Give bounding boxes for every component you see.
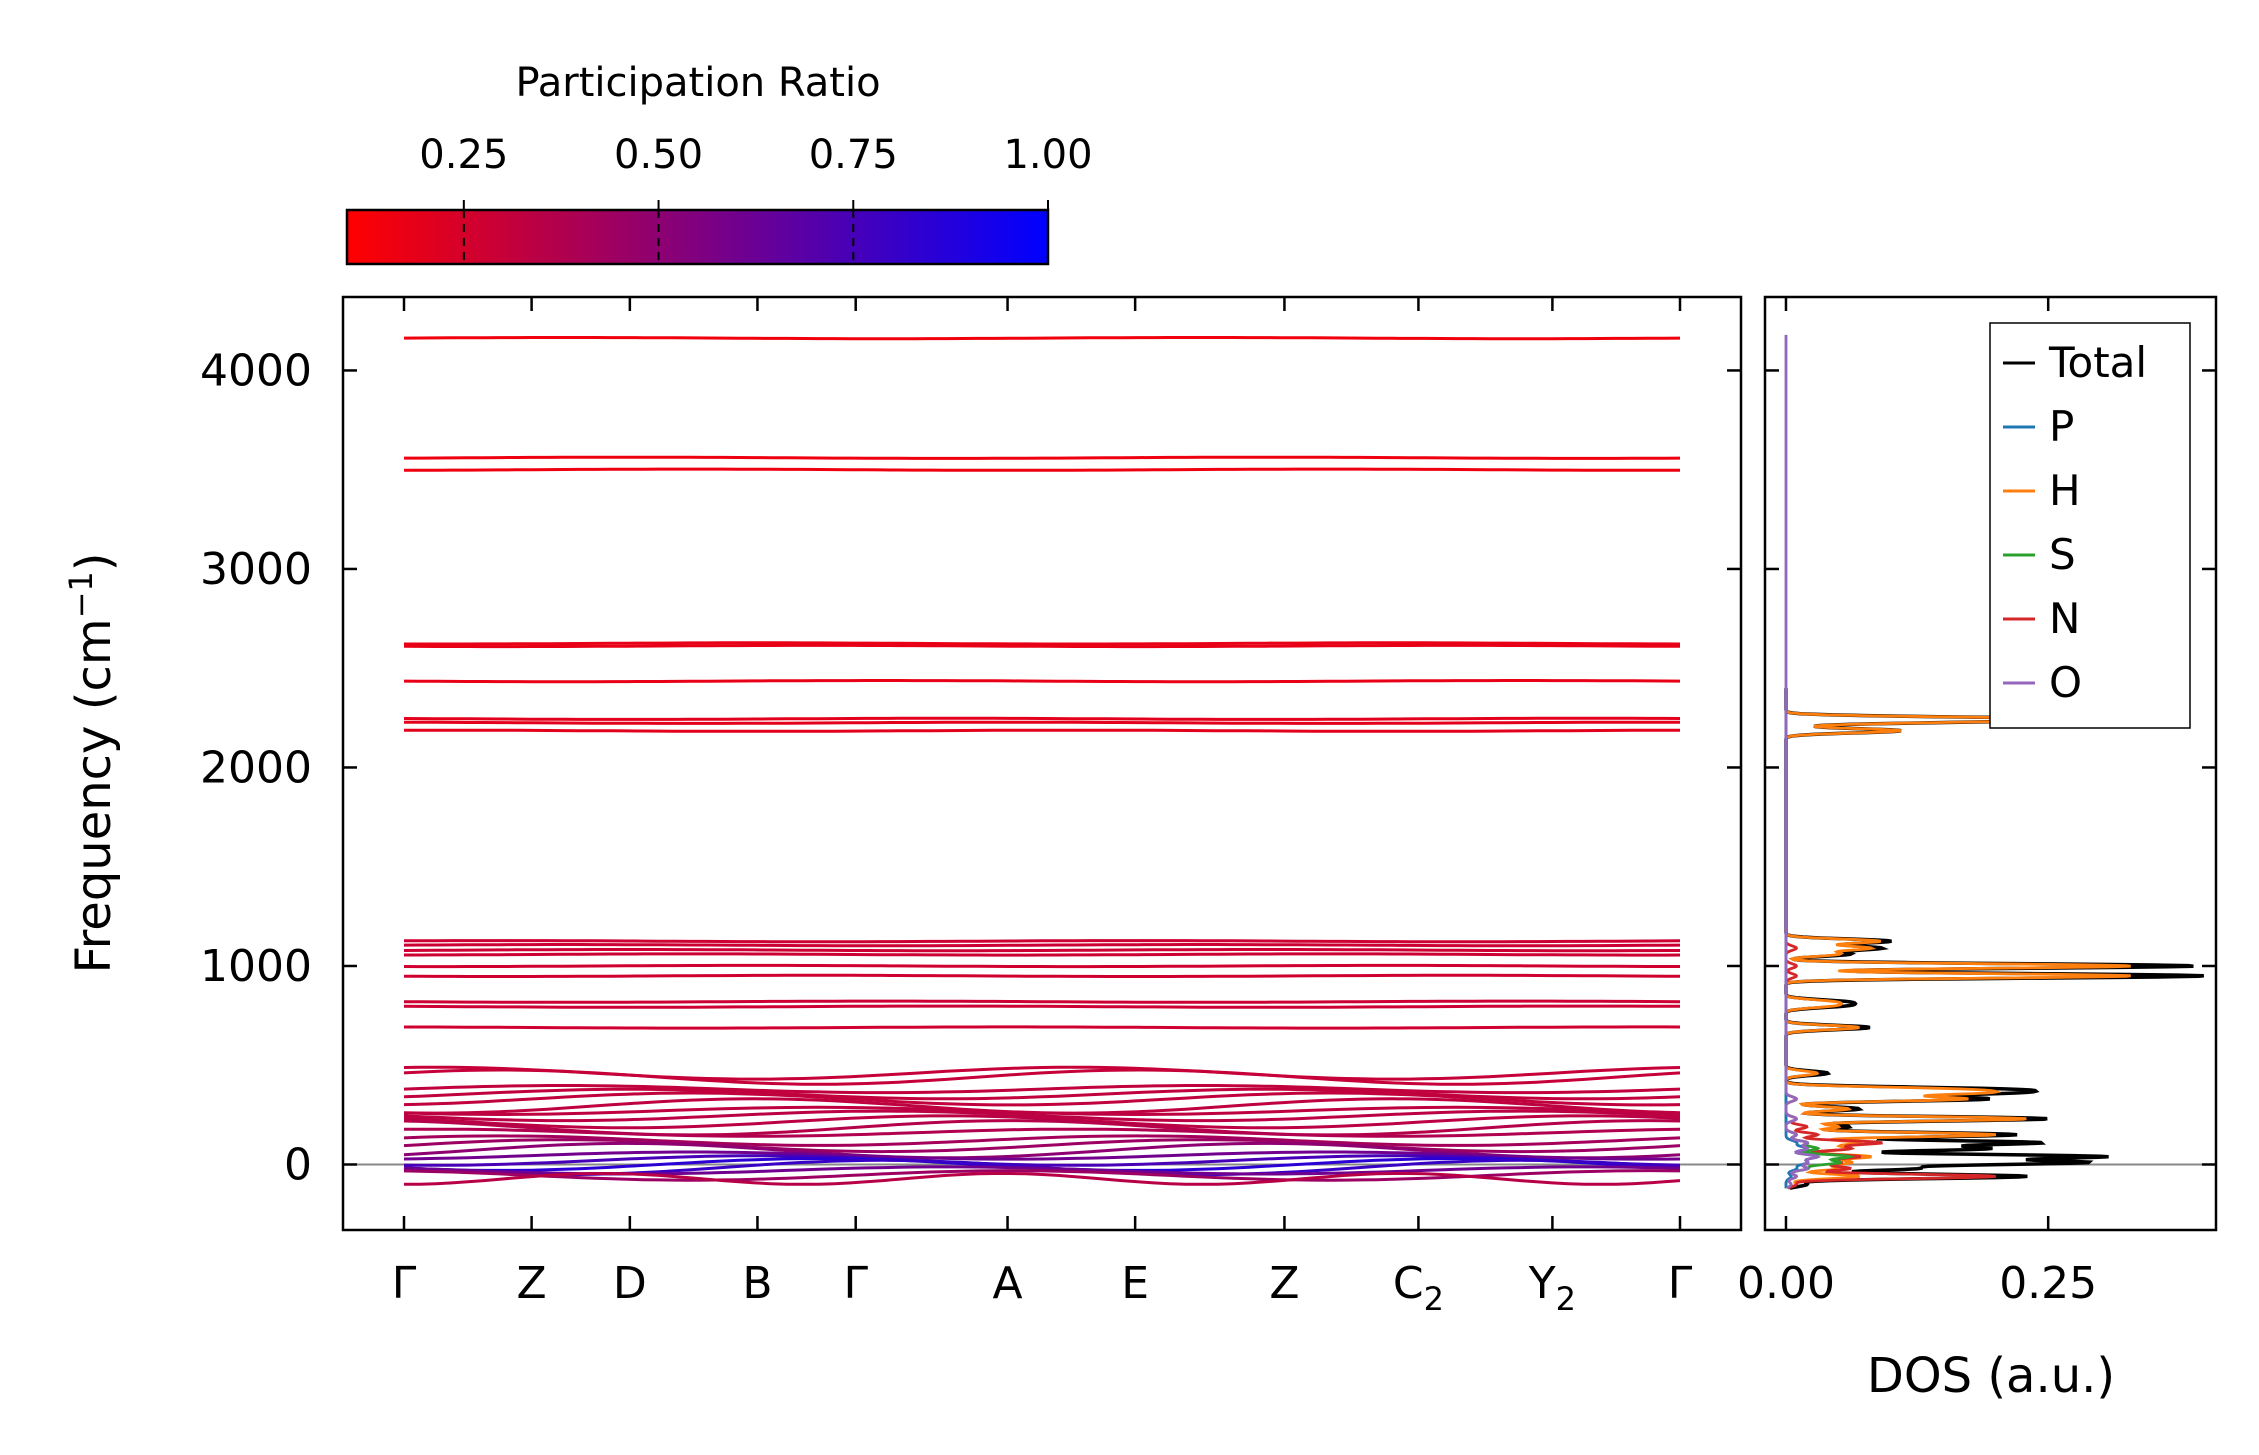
- colorbar: Participation Ratio 0.25 0.50 0.75 1.00: [345, 60, 1093, 266]
- k-point-label: A: [992, 1258, 1022, 1309]
- band-line: [403, 1087, 1681, 1101]
- band-line: [403, 1154, 1681, 1167]
- band-line: [403, 1127, 1681, 1138]
- k-point-label: Z: [1269, 1258, 1299, 1309]
- band-line: [403, 679, 1681, 684]
- colorbar-tick-label: 1.00: [1003, 132, 1092, 178]
- y-tick-label: 0: [284, 1139, 312, 1190]
- band-line: [403, 943, 1681, 948]
- legend-label: O: [2049, 658, 2082, 707]
- band-line: [403, 1084, 1681, 1095]
- y-tick-label: 3000: [200, 544, 312, 595]
- band-line: [403, 720, 1680, 725]
- band-line: [403, 1114, 1681, 1130]
- band-line: [403, 948, 1680, 953]
- k-point-label: Y2: [1528, 1258, 1576, 1318]
- band-line: [403, 963, 1680, 969]
- colorbar-tick-label: 0.25: [419, 132, 508, 178]
- band-line: [403, 1105, 1681, 1117]
- band-line: [403, 999, 1681, 1004]
- band-line: [403, 1138, 1681, 1154]
- band-line: [403, 336, 1681, 341]
- legend-frame: [1989, 322, 2191, 729]
- k-point-label: Γ: [1668, 1258, 1693, 1309]
- colorbar-tick-label: 0.50: [614, 132, 703, 178]
- band-line: [403, 1172, 1681, 1186]
- colorbar-title: Participation Ratio: [515, 60, 880, 106]
- band-axes-frame: [341, 295, 1743, 1232]
- band-line: [403, 1004, 1680, 1009]
- y-axis-label: Frequency (cm−1): [62, 552, 122, 973]
- y-tick-label: 2000: [200, 742, 312, 793]
- y-tick-label: 4000: [200, 345, 312, 396]
- x-axis-label-dos: DOS (a.u.): [1867, 1348, 2115, 1404]
- k-point-label: D: [613, 1258, 647, 1309]
- legend-label: N: [2049, 594, 2080, 643]
- band-line: [404, 952, 1681, 957]
- band-line: [403, 716, 1681, 721]
- colorbar-gradient: [345, 208, 1050, 266]
- legend-label: P: [2049, 402, 2074, 451]
- legend-label: H: [2049, 466, 2081, 515]
- band-line: [403, 1109, 1681, 1123]
- dos-x-tick-label: 0.00: [1737, 1258, 1835, 1309]
- band-line: [404, 973, 1681, 978]
- dos-curve-o: [1784, 334, 1821, 1190]
- band-line: [404, 728, 1680, 733]
- dos-axes-frame: [1763, 295, 2218, 1232]
- band-line: [403, 1134, 1681, 1147]
- band-line: [404, 455, 1681, 460]
- k-point-label: Z: [517, 1258, 547, 1309]
- band-line: [403, 939, 1681, 944]
- k-point-label: B: [742, 1258, 772, 1309]
- legend-label: S: [2049, 530, 2076, 579]
- band-line: [403, 643, 1680, 649]
- band-line: [403, 1150, 1681, 1161]
- band-line: [403, 1091, 1681, 1107]
- band-line: [403, 1068, 1681, 1086]
- band-structure-panel: 0 1000 2000 3000 4000 Γ Z D B Γ A E Z C2 Y2 Γ Frequenc…: [62, 295, 1743, 1318]
- k-point-label: E: [1121, 1258, 1149, 1309]
- k-point-label: C2: [1393, 1258, 1444, 1318]
- legend-label: Total: [2048, 338, 2147, 387]
- band-line: [403, 467, 1680, 472]
- k-point-label: Γ: [843, 1258, 868, 1309]
- k-point-label: Γ: [392, 1258, 417, 1309]
- dos-x-tick-label: 0.25: [1999, 1258, 2097, 1309]
- colorbar-tick-label: 0.75: [809, 132, 898, 178]
- band-line: [404, 641, 1681, 646]
- band-line: [404, 1025, 1681, 1030]
- y-tick-label: 1000: [200, 941, 312, 992]
